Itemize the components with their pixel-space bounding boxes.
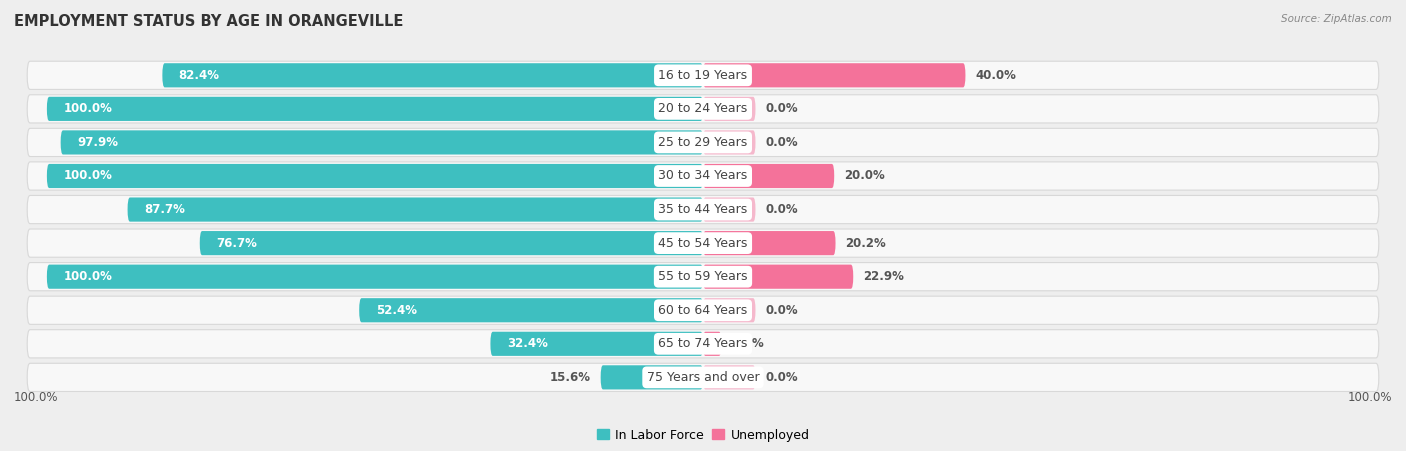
- Text: Source: ZipAtlas.com: Source: ZipAtlas.com: [1281, 14, 1392, 23]
- Text: 100.0%: 100.0%: [63, 102, 112, 115]
- Text: 65 to 74 Years: 65 to 74 Years: [658, 337, 748, 350]
- FancyBboxPatch shape: [27, 262, 1379, 291]
- Text: 20 to 24 Years: 20 to 24 Years: [658, 102, 748, 115]
- Text: 87.7%: 87.7%: [143, 203, 184, 216]
- Text: 20.2%: 20.2%: [845, 237, 886, 249]
- FancyBboxPatch shape: [200, 231, 703, 255]
- FancyBboxPatch shape: [27, 296, 1379, 324]
- FancyBboxPatch shape: [27, 363, 1379, 391]
- Text: 0.0%: 0.0%: [765, 304, 799, 317]
- FancyBboxPatch shape: [359, 298, 703, 322]
- FancyBboxPatch shape: [46, 97, 703, 121]
- Text: 100.0%: 100.0%: [63, 270, 112, 283]
- Text: 52.4%: 52.4%: [375, 304, 416, 317]
- Text: 30 to 34 Years: 30 to 34 Years: [658, 170, 748, 183]
- Text: 97.9%: 97.9%: [77, 136, 118, 149]
- Text: 32.4%: 32.4%: [506, 337, 548, 350]
- Text: 0.0%: 0.0%: [765, 136, 799, 149]
- FancyBboxPatch shape: [703, 365, 755, 390]
- Text: 15.6%: 15.6%: [550, 371, 591, 384]
- FancyBboxPatch shape: [703, 63, 966, 87]
- Text: 60 to 64 Years: 60 to 64 Years: [658, 304, 748, 317]
- Text: 40.0%: 40.0%: [976, 69, 1017, 82]
- Text: 82.4%: 82.4%: [179, 69, 219, 82]
- Text: 45 to 54 Years: 45 to 54 Years: [658, 237, 748, 249]
- FancyBboxPatch shape: [27, 61, 1379, 89]
- Text: 0.0%: 0.0%: [765, 203, 799, 216]
- FancyBboxPatch shape: [703, 97, 755, 121]
- Text: EMPLOYMENT STATUS BY AGE IN ORANGEVILLE: EMPLOYMENT STATUS BY AGE IN ORANGEVILLE: [14, 14, 404, 28]
- Text: 20.0%: 20.0%: [844, 170, 884, 183]
- FancyBboxPatch shape: [27, 129, 1379, 156]
- FancyBboxPatch shape: [703, 198, 755, 221]
- Text: 100.0%: 100.0%: [1347, 391, 1392, 404]
- Legend: In Labor Force, Unemployed: In Labor Force, Unemployed: [592, 423, 814, 446]
- FancyBboxPatch shape: [46, 164, 703, 188]
- FancyBboxPatch shape: [46, 265, 703, 289]
- Text: 0.0%: 0.0%: [765, 371, 799, 384]
- Text: 2.8%: 2.8%: [731, 337, 763, 350]
- Text: 0.0%: 0.0%: [765, 102, 799, 115]
- FancyBboxPatch shape: [703, 298, 755, 322]
- Text: 35 to 44 Years: 35 to 44 Years: [658, 203, 748, 216]
- Text: 22.9%: 22.9%: [863, 270, 904, 283]
- FancyBboxPatch shape: [27, 229, 1379, 257]
- FancyBboxPatch shape: [27, 330, 1379, 358]
- Text: 100.0%: 100.0%: [14, 391, 59, 404]
- FancyBboxPatch shape: [703, 231, 835, 255]
- FancyBboxPatch shape: [60, 130, 703, 155]
- FancyBboxPatch shape: [703, 332, 721, 356]
- Text: 75 Years and over: 75 Years and over: [647, 371, 759, 384]
- FancyBboxPatch shape: [27, 162, 1379, 190]
- FancyBboxPatch shape: [600, 365, 703, 390]
- Text: 16 to 19 Years: 16 to 19 Years: [658, 69, 748, 82]
- FancyBboxPatch shape: [27, 95, 1379, 123]
- Text: 100.0%: 100.0%: [63, 170, 112, 183]
- FancyBboxPatch shape: [703, 265, 853, 289]
- FancyBboxPatch shape: [491, 332, 703, 356]
- Text: 25 to 29 Years: 25 to 29 Years: [658, 136, 748, 149]
- FancyBboxPatch shape: [162, 63, 703, 87]
- FancyBboxPatch shape: [703, 130, 755, 155]
- Text: 55 to 59 Years: 55 to 59 Years: [658, 270, 748, 283]
- Text: 76.7%: 76.7%: [217, 237, 257, 249]
- FancyBboxPatch shape: [27, 195, 1379, 224]
- FancyBboxPatch shape: [703, 164, 834, 188]
- FancyBboxPatch shape: [128, 198, 703, 221]
